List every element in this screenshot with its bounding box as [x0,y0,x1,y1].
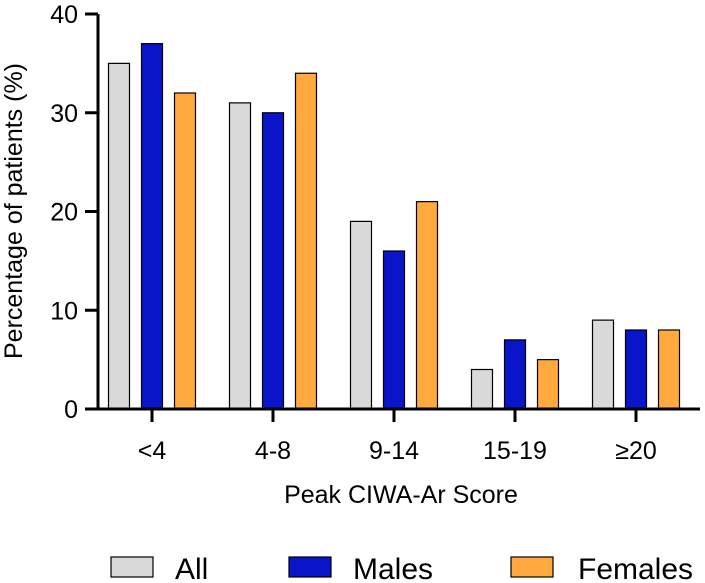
bar-all-0 [107,62,131,410]
bar-females-2 [415,201,439,410]
bar-all-1 [228,102,252,410]
bars-group [107,43,681,410]
x-tick-label: 4-8 [255,437,291,465]
bar-all-4 [591,319,615,410]
legend-swatch-all [110,556,154,578]
legend: All Males Females [110,553,693,583]
bar-all-3 [470,368,494,410]
bar-males-4 [624,329,648,410]
bar-females-4 [657,329,681,410]
bar-males-2 [382,250,406,410]
y-tick-label: 10 [50,297,78,325]
bar-males-1 [261,112,285,410]
y-axis-title: Percentage of patients (%) [0,63,28,359]
legend-label-females: Females [578,553,693,583]
x-tick-label: <4 [138,437,167,465]
legend-swatch-males [288,556,332,578]
legend-label-males: Males [353,553,433,583]
y-tick-label: 30 [50,100,78,128]
x-tick-label: 9-14 [369,437,419,465]
bar-females-3 [536,359,560,410]
bar-males-0 [140,43,164,410]
bar-females-0 [173,92,197,410]
y-tick-label: 0 [64,396,78,424]
legend-label-all: All [175,553,208,583]
x-axis: <4 4-8 9-14 15-19 ≥20 [96,407,700,465]
bar-females-1 [294,72,318,410]
bar-all-2 [349,220,373,410]
y-axis: 0 10 20 30 40 [50,1,100,424]
y-tick-label: 40 [50,1,78,29]
y-tick-label: 20 [50,199,78,227]
x-tick-label: 15-19 [483,437,547,465]
legend-swatch-females [510,556,554,578]
bar-males-3 [503,339,527,410]
x-axis-title: Peak CIWA-Ar Score [284,481,518,509]
x-tick-label: ≥20 [615,437,657,465]
